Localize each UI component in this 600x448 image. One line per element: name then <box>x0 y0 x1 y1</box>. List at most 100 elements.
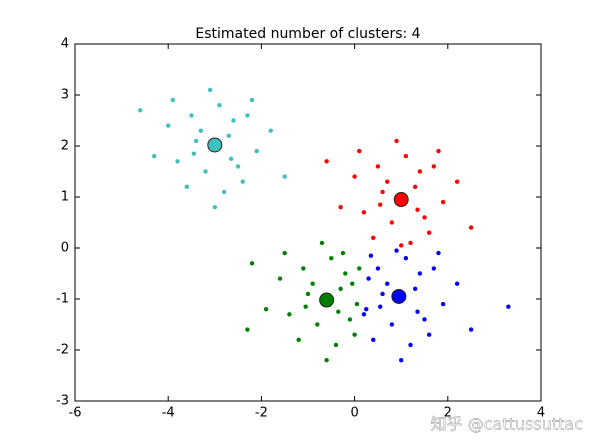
point <box>350 281 355 286</box>
point <box>417 271 423 276</box>
y-tick-label: -3 <box>56 394 69 409</box>
point <box>193 138 199 144</box>
point <box>440 199 446 205</box>
point <box>394 248 399 253</box>
point <box>361 210 367 215</box>
point <box>399 358 404 363</box>
point <box>207 87 213 93</box>
point <box>422 317 427 322</box>
x-tick-label: 2 <box>444 406 452 421</box>
point <box>426 332 432 337</box>
y-tick-label: -1 <box>56 292 69 307</box>
point <box>245 327 250 332</box>
point <box>226 133 231 138</box>
point <box>468 327 474 332</box>
point <box>385 281 390 286</box>
watermark: 知乎 @cattussuttac <box>431 415 583 434</box>
x-tick-label: 4 <box>537 406 545 421</box>
point <box>336 309 341 314</box>
point <box>228 156 234 161</box>
point <box>268 128 273 133</box>
point <box>138 108 143 113</box>
point <box>408 342 413 348</box>
cluster-center <box>391 288 407 304</box>
point <box>235 164 241 169</box>
point <box>231 118 236 123</box>
plot-frame <box>74 43 542 402</box>
point <box>415 207 420 212</box>
point <box>440 301 446 307</box>
point <box>422 215 427 220</box>
point <box>354 301 360 307</box>
y-tick-label: -2 <box>56 343 69 358</box>
point <box>338 205 343 210</box>
point <box>394 138 399 144</box>
point <box>338 286 343 291</box>
cluster-center <box>207 137 223 153</box>
point <box>385 179 390 184</box>
point <box>417 169 423 174</box>
x-tick-label: -2 <box>255 406 268 421</box>
point <box>454 281 460 286</box>
point <box>389 220 395 225</box>
point <box>282 174 287 179</box>
x-tick-label: 0 <box>350 406 358 421</box>
point <box>166 123 171 128</box>
point <box>203 169 208 174</box>
point <box>403 256 409 261</box>
point <box>263 307 269 312</box>
point <box>371 235 376 240</box>
y-tick-label: 3 <box>61 88 69 103</box>
chart-title: Estimated number of clusters: 4 <box>195 26 420 42</box>
point <box>343 271 348 276</box>
point <box>436 250 441 256</box>
point <box>403 154 409 159</box>
point <box>310 281 315 286</box>
point <box>347 317 353 322</box>
point <box>375 266 381 271</box>
point <box>436 148 441 154</box>
point <box>184 184 190 189</box>
point <box>389 322 395 327</box>
point <box>315 322 320 327</box>
point <box>217 103 222 108</box>
point <box>170 97 176 103</box>
point <box>301 266 306 271</box>
point <box>412 286 418 291</box>
point <box>245 113 250 118</box>
point <box>431 164 437 169</box>
point <box>340 250 346 256</box>
x-tick-label: -6 <box>69 406 82 421</box>
point <box>352 174 357 179</box>
point <box>364 307 369 312</box>
cluster-center <box>393 192 409 208</box>
point <box>198 128 204 133</box>
point <box>375 164 381 169</box>
point <box>361 312 367 317</box>
point <box>506 304 511 309</box>
point <box>249 97 255 103</box>
point <box>412 184 418 189</box>
point <box>368 253 374 258</box>
point <box>240 179 245 184</box>
point <box>426 230 432 235</box>
point <box>277 276 283 281</box>
point <box>468 225 474 230</box>
point <box>221 189 227 195</box>
point <box>249 261 255 266</box>
point <box>212 205 217 210</box>
point <box>371 337 376 342</box>
point <box>319 240 325 246</box>
point <box>287 312 292 317</box>
point <box>189 113 194 118</box>
y-tick-label: 2 <box>61 139 69 154</box>
point <box>357 266 362 271</box>
y-tick-label: 0 <box>61 241 69 256</box>
point <box>324 358 329 363</box>
point <box>282 250 287 256</box>
point <box>380 189 385 195</box>
point <box>324 159 329 164</box>
y-tick-label: 4 <box>61 37 69 52</box>
